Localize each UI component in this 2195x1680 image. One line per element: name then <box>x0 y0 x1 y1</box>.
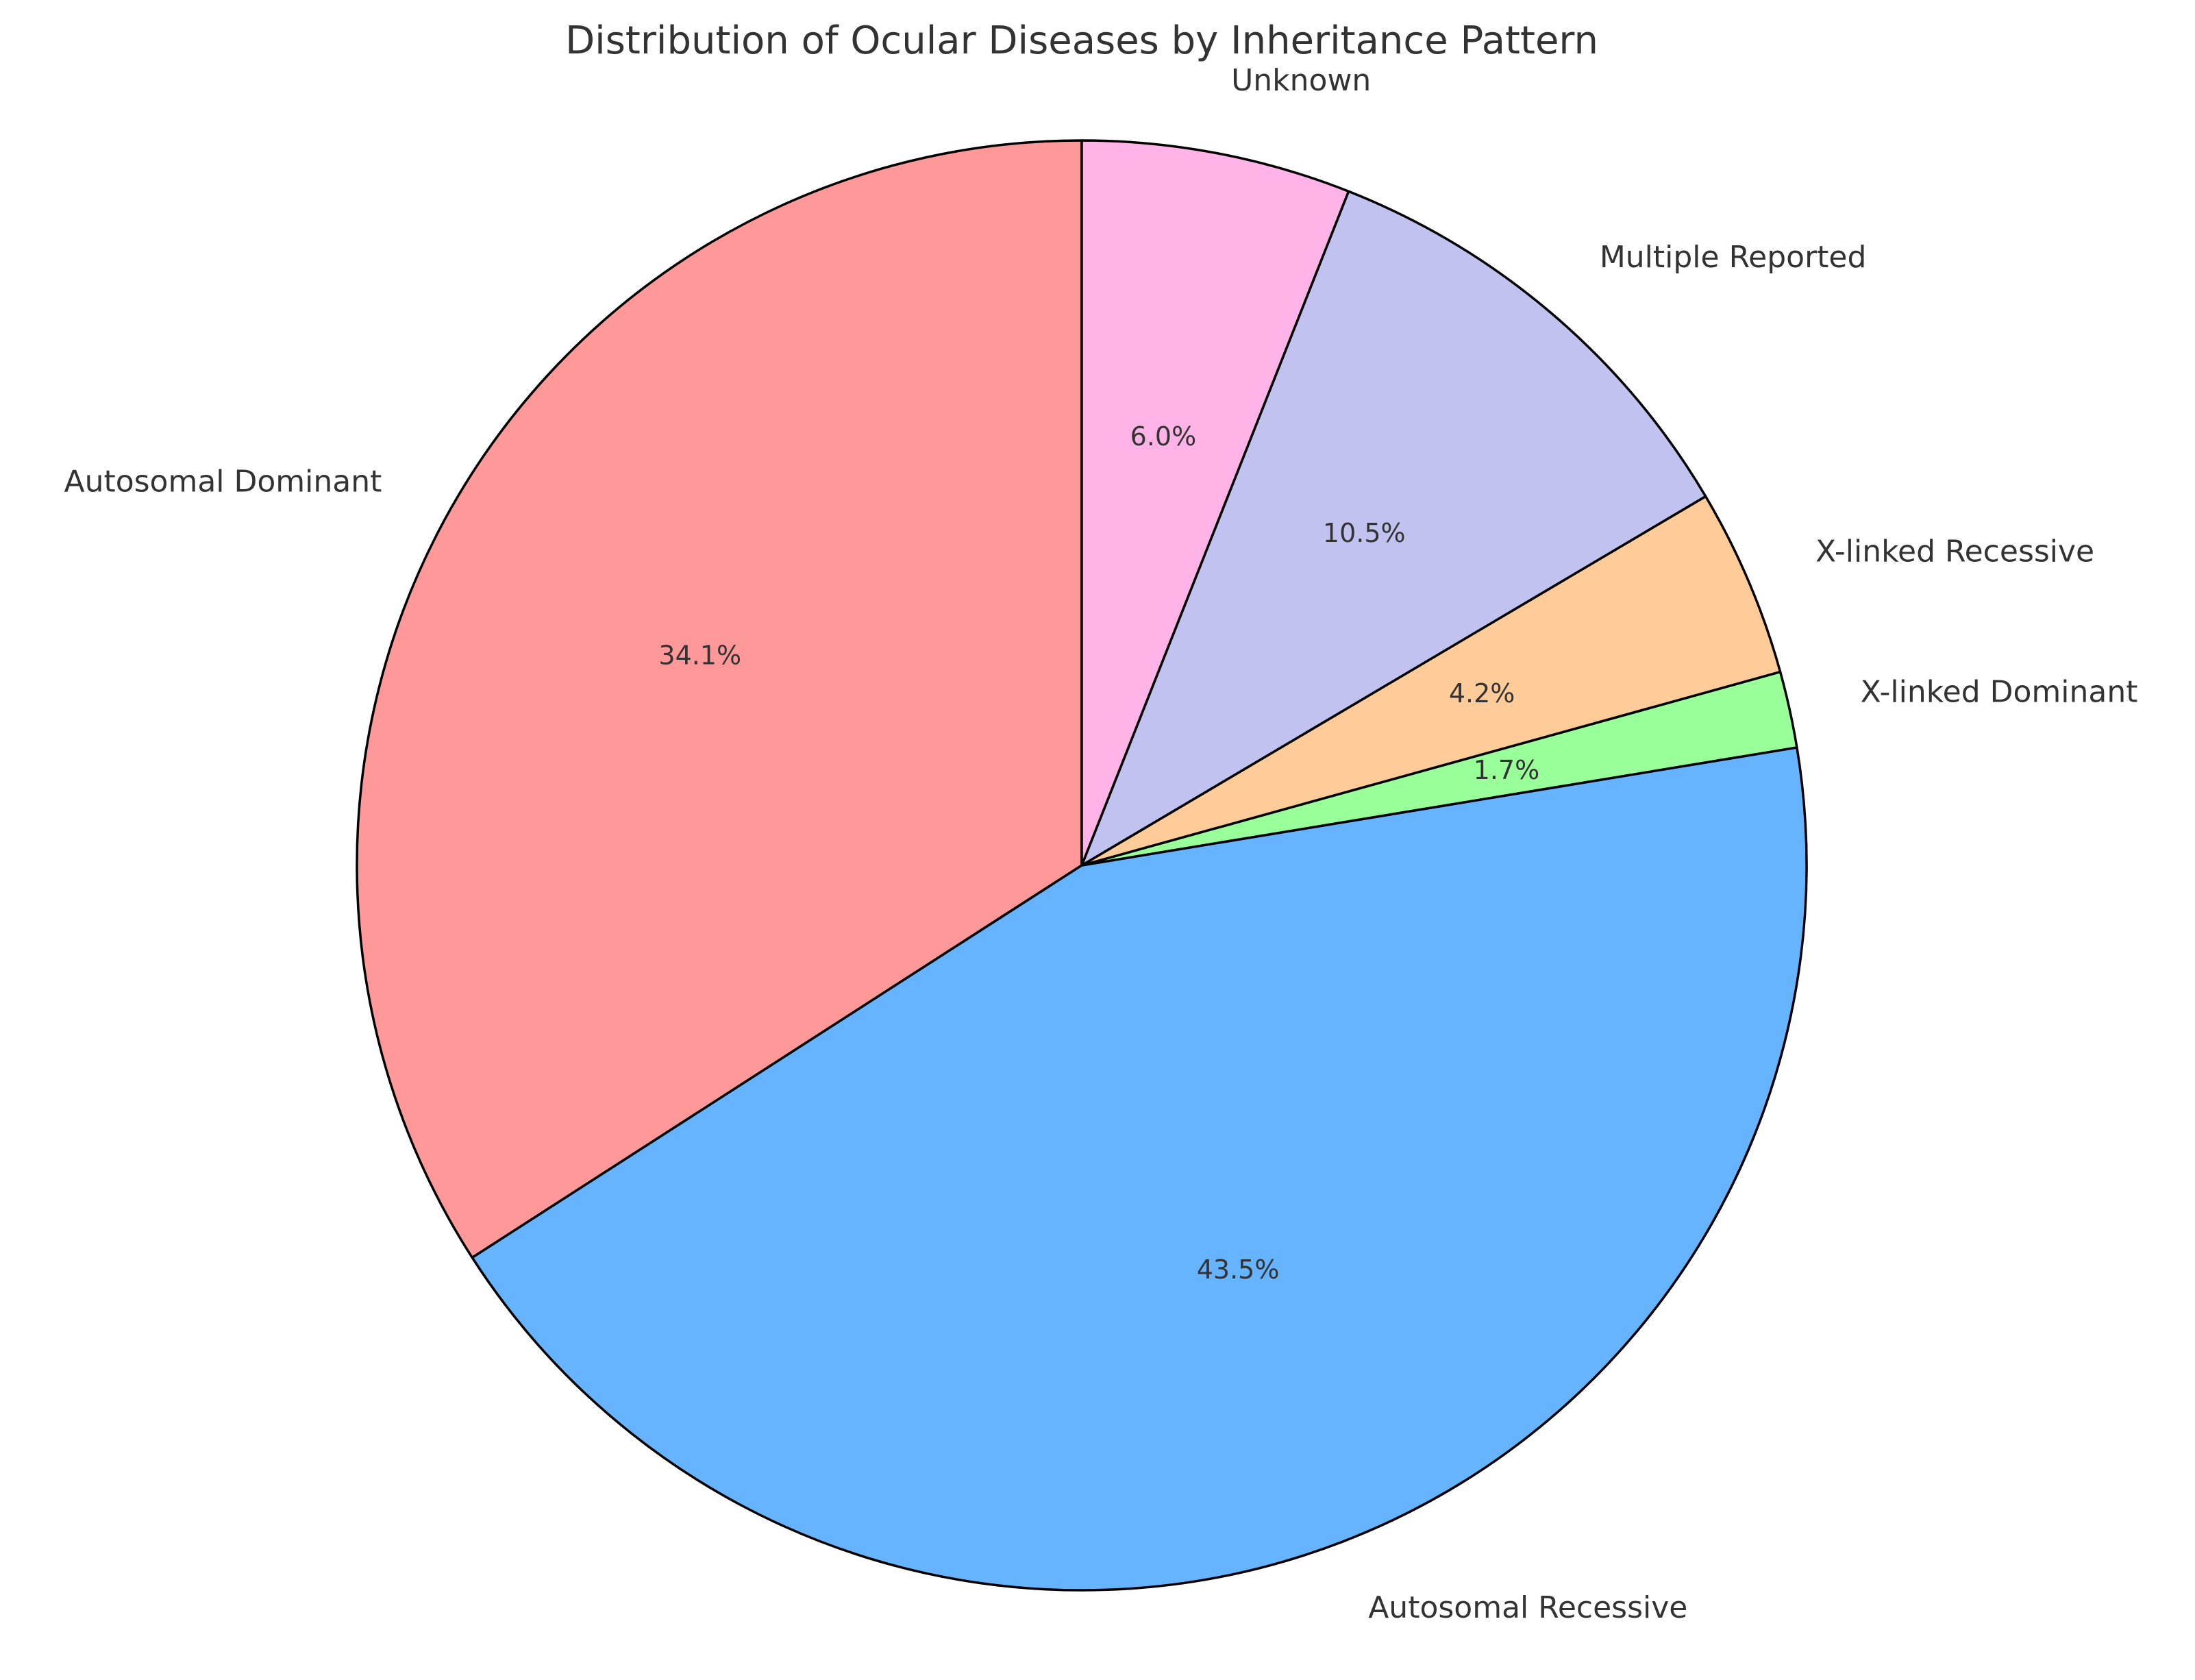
pie-slice-x-linked-recessive <box>1080 495 1782 867</box>
slice-percent-label: 6.0% <box>1130 421 1197 452</box>
slice-percent-label: 43.5% <box>1197 1255 1280 1285</box>
pie-slice-autosomal-recessive <box>471 746 1808 1592</box>
slice-label: Autosomal Dominant <box>64 465 382 499</box>
slice-label: X-linked Dominant <box>1861 675 2138 710</box>
slice-label: X-linked Recessive <box>1815 534 2094 569</box>
pie-slice-autosomal-dominant <box>356 139 1083 1259</box>
slice-label: Unknown <box>1231 63 1371 98</box>
slice-percent-label: 4.2% <box>1449 678 1515 708</box>
slice-percent-label: 34.1% <box>658 640 741 670</box>
pie-slice-multiple-reported <box>1080 190 1707 867</box>
pie-slices <box>356 139 1808 1592</box>
slice-label: Multiple Reported <box>1600 240 1867 275</box>
chart-title: Distribution of Ocular Diseases by Inher… <box>565 18 1598 63</box>
pie-labels: Autosomal Dominant 34.1% Autosomal Recessi… <box>64 63 2137 1625</box>
slice-label: Autosomal Recessive <box>1368 1590 1687 1625</box>
pie-slice-unknown <box>1080 139 1350 867</box>
slice-percent-label: 1.7% <box>1474 755 1540 785</box>
slice-percent-label: 10.5% <box>1323 518 1406 548</box>
